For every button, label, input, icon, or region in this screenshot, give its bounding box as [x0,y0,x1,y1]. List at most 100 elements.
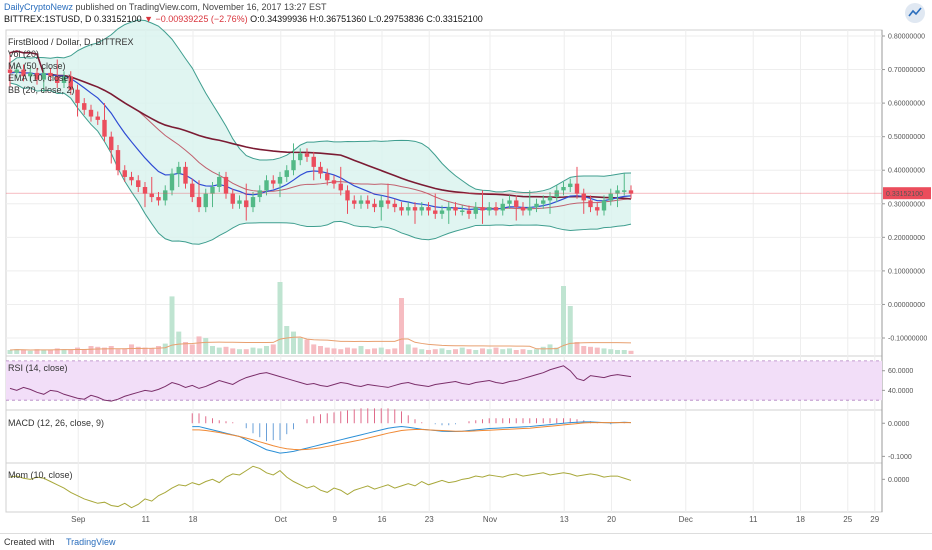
price-tick-label: 0.10000000 [888,268,925,275]
date-tick-label: 13 [560,515,569,524]
footer-tradingview-link[interactable]: TradingView [66,537,116,547]
candle-body [88,109,94,117]
legend-bb[interactable]: BB (20, close, 2) [8,85,75,95]
candle-body [156,197,161,201]
candle-body [257,190,262,198]
candle-body [439,210,445,214]
volume-bar [189,344,195,354]
candle-body [460,210,465,212]
price-change: ▼ −0.00939225 (−2.76%) [144,14,248,24]
candle-body [379,200,384,208]
volume-bar [81,349,87,354]
candle-body [352,200,357,204]
volume-bar [270,344,276,354]
candle-body [183,166,188,184]
price-tick-label: -0.10000000 [888,336,927,343]
candle-body [345,190,350,201]
legend-mom[interactable]: Mom (10, close) [8,470,73,480]
candle-body [129,176,134,181]
candle-body [608,193,613,201]
candle-body [95,116,100,120]
volume-bar [27,350,33,354]
volume-bar [540,346,546,354]
candle-body [244,200,249,208]
footer: Created with TradingView [0,533,932,550]
volume-bar [520,349,526,354]
price-tick-label: 0.70000000 [888,67,925,74]
mom-line [9,465,632,509]
volume-bar [500,349,506,354]
candle-body [595,207,600,211]
candle-body [277,176,283,184]
macd-signal-line [192,422,631,451]
volume-bar [493,347,499,354]
volume-bar [615,350,620,354]
volume-bar [176,331,182,354]
candle-body [520,207,526,211]
candle-body [568,183,573,187]
volume-bar [507,348,512,354]
volume-ma-line [9,336,632,351]
volume-bar [432,349,438,354]
volume-bar [162,343,168,354]
legend-macd[interactable]: MACD (12, 26, close, 9) [8,418,105,428]
volume-bar [588,346,593,354]
candle-body [385,200,391,204]
publish-info: published on TradingView.com, November 1… [75,2,327,12]
volume-bar [365,349,371,354]
volume-bar [385,349,391,354]
candle-body [169,173,175,191]
volume-bar [473,350,479,354]
bb-lower-line [9,82,632,245]
volume-bar [399,298,404,354]
volume-bar [439,348,445,354]
date-tick-label: Nov [483,515,497,524]
candle-body [196,197,202,208]
volume-bar [392,348,398,354]
candle-body [61,76,67,83]
candle-body [507,200,512,204]
candle-body [190,183,195,198]
volume-bar [95,346,101,354]
legend-main[interactable]: FirstBlood / Dollar, D, BITTREX [8,37,134,47]
legend-ma[interactable]: MA (50, close) [8,61,66,71]
candle-body [28,72,33,77]
legend-rsi[interactable]: RSI (14, close) [8,363,68,373]
legend-vol[interactable]: Vol (20) [8,49,40,59]
footer-created: Created with [4,537,55,547]
candle-body [601,200,607,211]
volume-bar [135,346,141,354]
candle-body [615,190,620,194]
price-tick-label: 0.80000000 [888,34,925,41]
legend-ema[interactable]: EMA (10, close) [8,73,72,83]
candle-body [142,187,148,194]
candle-body [487,207,492,211]
date-tick-label: 9 [333,515,338,524]
volume-bar [567,306,573,354]
volume-bar [142,347,148,354]
candle-body [426,207,431,211]
volume-bar [513,350,519,354]
author-link[interactable]: DailyCryptoNewz [4,2,74,12]
volume-bar [621,350,627,354]
volume-bar [277,282,283,354]
volume-bar [223,346,229,354]
volume-bar [372,348,377,354]
candle-body [561,187,566,191]
candle-body [574,183,580,194]
date-tick-label: 18 [189,515,198,524]
candle-body [480,207,485,211]
date-tick-label: Dec [679,515,693,524]
candle-body [109,136,114,151]
volume-bar [351,348,357,354]
volume-bar [250,347,256,354]
candle-body [365,200,370,204]
price-tick-label: 0.00000000 [888,302,925,309]
volume-bar [628,350,634,354]
candle-body [493,207,499,211]
tradingview-logo-icon [905,3,925,23]
volume-bar [149,348,155,354]
macd-tick-label: 0.0000 [888,421,910,428]
candle-body [115,150,121,171]
